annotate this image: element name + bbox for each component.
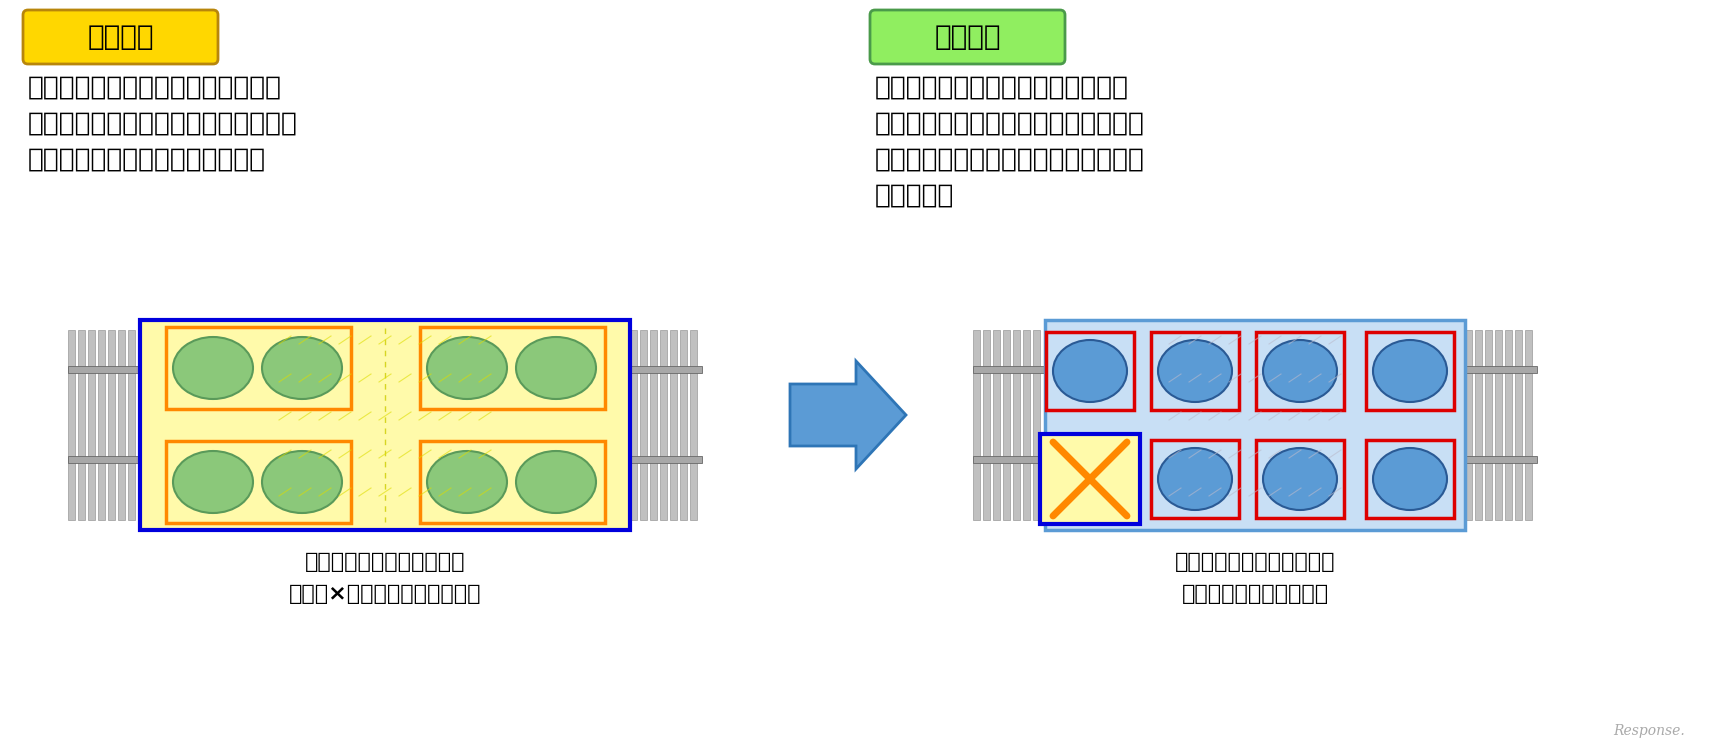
- Bar: [661, 330, 668, 520]
- Text: 作業中に交換限度に達した: 作業中に交換限度に達した: [1174, 552, 1335, 572]
- Bar: [68, 330, 75, 520]
- Ellipse shape: [515, 451, 596, 513]
- Text: ることができないため、作業前に全て: ることができないため、作業前に全て: [27, 111, 298, 137]
- Bar: [690, 330, 697, 520]
- Bar: [1484, 330, 1491, 520]
- Bar: [419, 441, 604, 523]
- Ellipse shape: [515, 337, 596, 399]
- Bar: [1515, 330, 1522, 520]
- Ellipse shape: [1053, 340, 1126, 402]
- Ellipse shape: [426, 451, 507, 513]
- Bar: [1465, 366, 1537, 373]
- Bar: [87, 330, 94, 520]
- Ellipse shape: [426, 337, 507, 399]
- Bar: [651, 330, 657, 520]
- Bar: [118, 330, 125, 520]
- Text: Response.: Response.: [1613, 724, 1685, 738]
- Bar: [630, 456, 702, 463]
- Text: すればよい: すればよい: [875, 183, 954, 209]
- Bar: [680, 330, 687, 520]
- Text: 現行車両: 現行車両: [87, 23, 154, 51]
- Text: 砒石のみを作業後に交換: 砒石のみを作業後に交換: [1181, 584, 1329, 604]
- Bar: [630, 366, 702, 373]
- Bar: [1495, 330, 1501, 520]
- Bar: [993, 330, 1000, 520]
- Bar: [630, 330, 637, 520]
- Ellipse shape: [1157, 340, 1233, 402]
- Bar: [1366, 332, 1453, 410]
- Text: 作業中に交換限度に達した砒石を検: 作業中に交換限度に達した砒石を検: [875, 75, 1128, 101]
- Bar: [1476, 330, 1483, 520]
- Text: （８個×２両）を作業前に交換: （８個×２両）を作業前に交換: [289, 584, 481, 604]
- Ellipse shape: [173, 337, 253, 399]
- Ellipse shape: [1263, 448, 1337, 510]
- Bar: [1014, 330, 1020, 520]
- Bar: [1039, 434, 1140, 524]
- Bar: [1003, 330, 1010, 520]
- Bar: [972, 456, 1044, 463]
- Bar: [1150, 332, 1239, 410]
- Bar: [166, 441, 351, 523]
- Bar: [1525, 330, 1532, 520]
- Bar: [640, 330, 647, 520]
- Text: 新品の砒石に交換する必要がある: 新品の砒石に交換する必要がある: [27, 147, 265, 173]
- Bar: [140, 320, 630, 530]
- Bar: [1465, 330, 1472, 520]
- Bar: [108, 330, 115, 520]
- Bar: [1505, 330, 1512, 520]
- Ellipse shape: [1263, 340, 1337, 402]
- Bar: [1366, 440, 1453, 518]
- FancyBboxPatch shape: [22, 10, 217, 64]
- Bar: [983, 330, 990, 520]
- Text: レール内方用砒石は、個別に停止す: レール内方用砒石は、個別に停止す: [27, 75, 282, 101]
- Ellipse shape: [1157, 448, 1233, 510]
- Bar: [68, 366, 140, 373]
- Bar: [1150, 440, 1239, 518]
- Ellipse shape: [173, 451, 253, 513]
- Bar: [972, 366, 1044, 373]
- Bar: [1032, 330, 1039, 520]
- Bar: [1044, 320, 1465, 530]
- Bar: [419, 327, 604, 409]
- Bar: [98, 330, 104, 520]
- Ellipse shape: [262, 337, 342, 399]
- Bar: [1024, 330, 1031, 520]
- Bar: [79, 330, 86, 520]
- Bar: [1257, 332, 1344, 410]
- Bar: [1257, 440, 1344, 518]
- Bar: [68, 456, 140, 463]
- Text: 新型車両: 新型車両: [935, 23, 1002, 51]
- Text: 知し個別に停止できる機能を搭載する: 知し個別に停止できる機能を搭載する: [875, 111, 1145, 137]
- FancyBboxPatch shape: [870, 10, 1065, 64]
- Bar: [166, 327, 351, 409]
- Bar: [972, 330, 979, 520]
- Bar: [1046, 332, 1133, 410]
- Bar: [128, 330, 135, 520]
- Text: レール内方用の砒石１６個: レール内方用の砒石１６個: [305, 552, 466, 572]
- Text: ことで、作業後に必要な砒石のみ交換: ことで、作業後に必要な砒石のみ交換: [875, 147, 1145, 173]
- Bar: [1465, 456, 1537, 463]
- Bar: [669, 330, 676, 520]
- Polygon shape: [789, 361, 906, 469]
- Ellipse shape: [1373, 340, 1447, 402]
- Ellipse shape: [1373, 448, 1447, 510]
- Ellipse shape: [262, 451, 342, 513]
